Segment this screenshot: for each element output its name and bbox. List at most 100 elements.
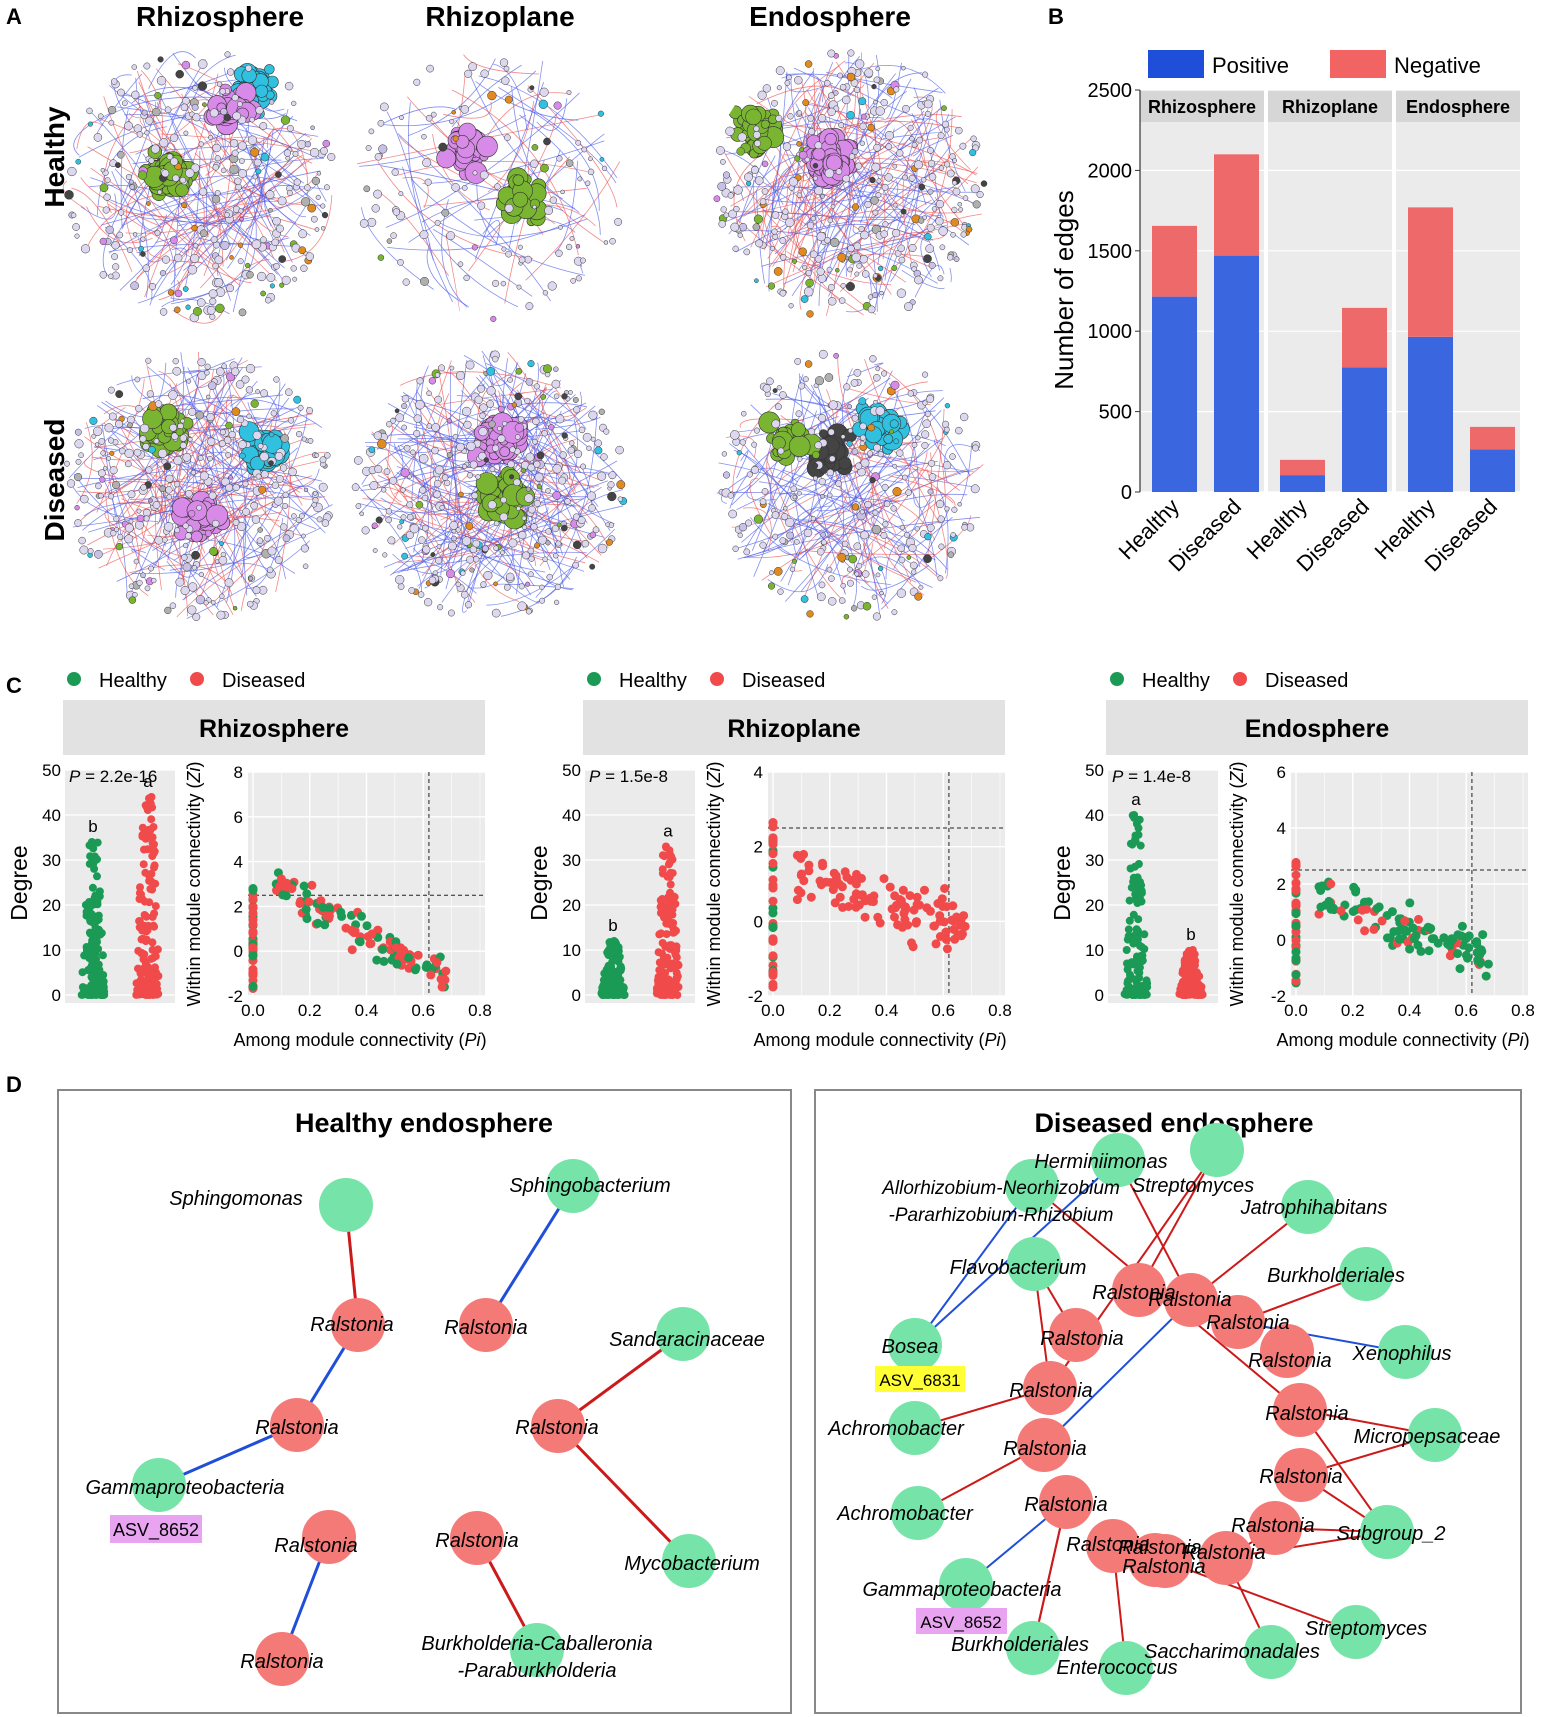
zipi-point: [1291, 899, 1301, 909]
network-edge: [90, 177, 176, 277]
zipi-point: [1476, 945, 1486, 955]
degree-point: [1130, 862, 1139, 871]
network-node: [566, 89, 572, 95]
network-node: [95, 482, 102, 490]
degree-point: [671, 981, 679, 990]
network-node: [479, 412, 486, 420]
network-node: [441, 474, 449, 481]
network-node: [486, 400, 494, 408]
network-node: [157, 448, 168, 459]
pi-title-text: Among module connectivity (: [1276, 1030, 1507, 1050]
network-node: [106, 455, 112, 461]
zipi-point: [248, 981, 258, 991]
zipi-point: [903, 920, 912, 930]
network-node: [883, 434, 894, 444]
zipi-point: [1426, 923, 1436, 933]
node-label: Streptomyces: [1305, 1618, 1427, 1640]
network-node: [78, 536, 86, 545]
network-node: [319, 456, 327, 464]
network-node: [827, 49, 836, 58]
network-node: [98, 492, 104, 499]
network-node: [561, 393, 568, 400]
network-edge: [125, 184, 156, 252]
network-node: [938, 226, 948, 236]
network-node: [581, 146, 588, 153]
network-node: [434, 372, 441, 378]
pi-tick-label: 0.6: [1454, 1001, 1478, 1020]
degree-point: [1130, 813, 1139, 822]
network-node: [128, 518, 134, 524]
network-node: [517, 601, 527, 611]
legend-dot-healthy: [1110, 672, 1124, 686]
network-node: [745, 108, 762, 126]
network-node: [916, 136, 924, 144]
network-node: [305, 252, 314, 261]
pi-title-var: Pi: [985, 1030, 1002, 1050]
network-node: [753, 427, 760, 434]
network-node: [212, 164, 220, 171]
network-edge: [144, 489, 163, 544]
network-node: [423, 598, 433, 607]
network-node: [545, 488, 551, 494]
network-node: [779, 237, 787, 244]
network-node: [552, 552, 559, 559]
network-node: [255, 106, 264, 115]
network-2: [357, 54, 623, 322]
network-node: [359, 219, 369, 228]
network-node: [953, 256, 960, 262]
node-label: Ralstonia: [1118, 1537, 1201, 1559]
network-node: [497, 405, 505, 413]
network-node: [475, 474, 481, 480]
zipi-point: [768, 951, 778, 961]
network-node: [931, 206, 938, 212]
network-node: [353, 456, 363, 465]
network-node: [110, 530, 117, 537]
network-edge-negative: [556, 1424, 691, 1563]
network-edge: [96, 126, 167, 216]
network-node: [617, 496, 623, 502]
network-node: [452, 135, 459, 142]
network-node: [87, 548, 94, 554]
network-node: [824, 236, 831, 244]
zipi-point: [1369, 924, 1379, 934]
network-node: [499, 512, 509, 522]
network-node: [146, 390, 154, 398]
network-node: [282, 503, 289, 509]
zipi-point: [1445, 941, 1455, 951]
network-node: [575, 275, 582, 282]
node-label: Xenophilus: [1352, 1343, 1452, 1365]
zipi-point: [366, 939, 376, 949]
legend-label-healthy: Healthy: [1142, 670, 1210, 692]
network-node: [950, 532, 956, 538]
network-edge: [723, 150, 877, 316]
network-node: [187, 264, 198, 275]
network-node: [86, 107, 93, 115]
degree-point: [143, 845, 152, 854]
network-node: [239, 216, 244, 222]
network-edge: [763, 186, 857, 215]
network-node: [389, 476, 398, 485]
zipi-point: [1424, 946, 1434, 956]
endosphere-networks: SphingomonasRalstoniaRalstoniaGammaprote…: [86, 1123, 1500, 1695]
degree-point: [148, 852, 157, 861]
network-node: [438, 142, 448, 152]
network-node: [755, 239, 764, 248]
pi-title-end: ): [1001, 1030, 1007, 1050]
network-node: [588, 504, 596, 512]
network-edge: [108, 203, 252, 284]
zipi-point: [278, 890, 288, 900]
network-node: [394, 408, 400, 414]
network-node: [803, 286, 814, 297]
network-node: [892, 202, 898, 208]
network-node: [238, 308, 247, 317]
node-label: Streptomyces: [1132, 1175, 1254, 1197]
network-node: [273, 376, 280, 383]
network-node: [499, 446, 511, 458]
network-node: [607, 491, 617, 502]
network-node: [157, 56, 164, 63]
network-node: [943, 426, 950, 433]
network-node: [108, 412, 117, 421]
network-node: [908, 243, 917, 253]
network-node: [435, 557, 443, 565]
network-node: [771, 211, 780, 219]
